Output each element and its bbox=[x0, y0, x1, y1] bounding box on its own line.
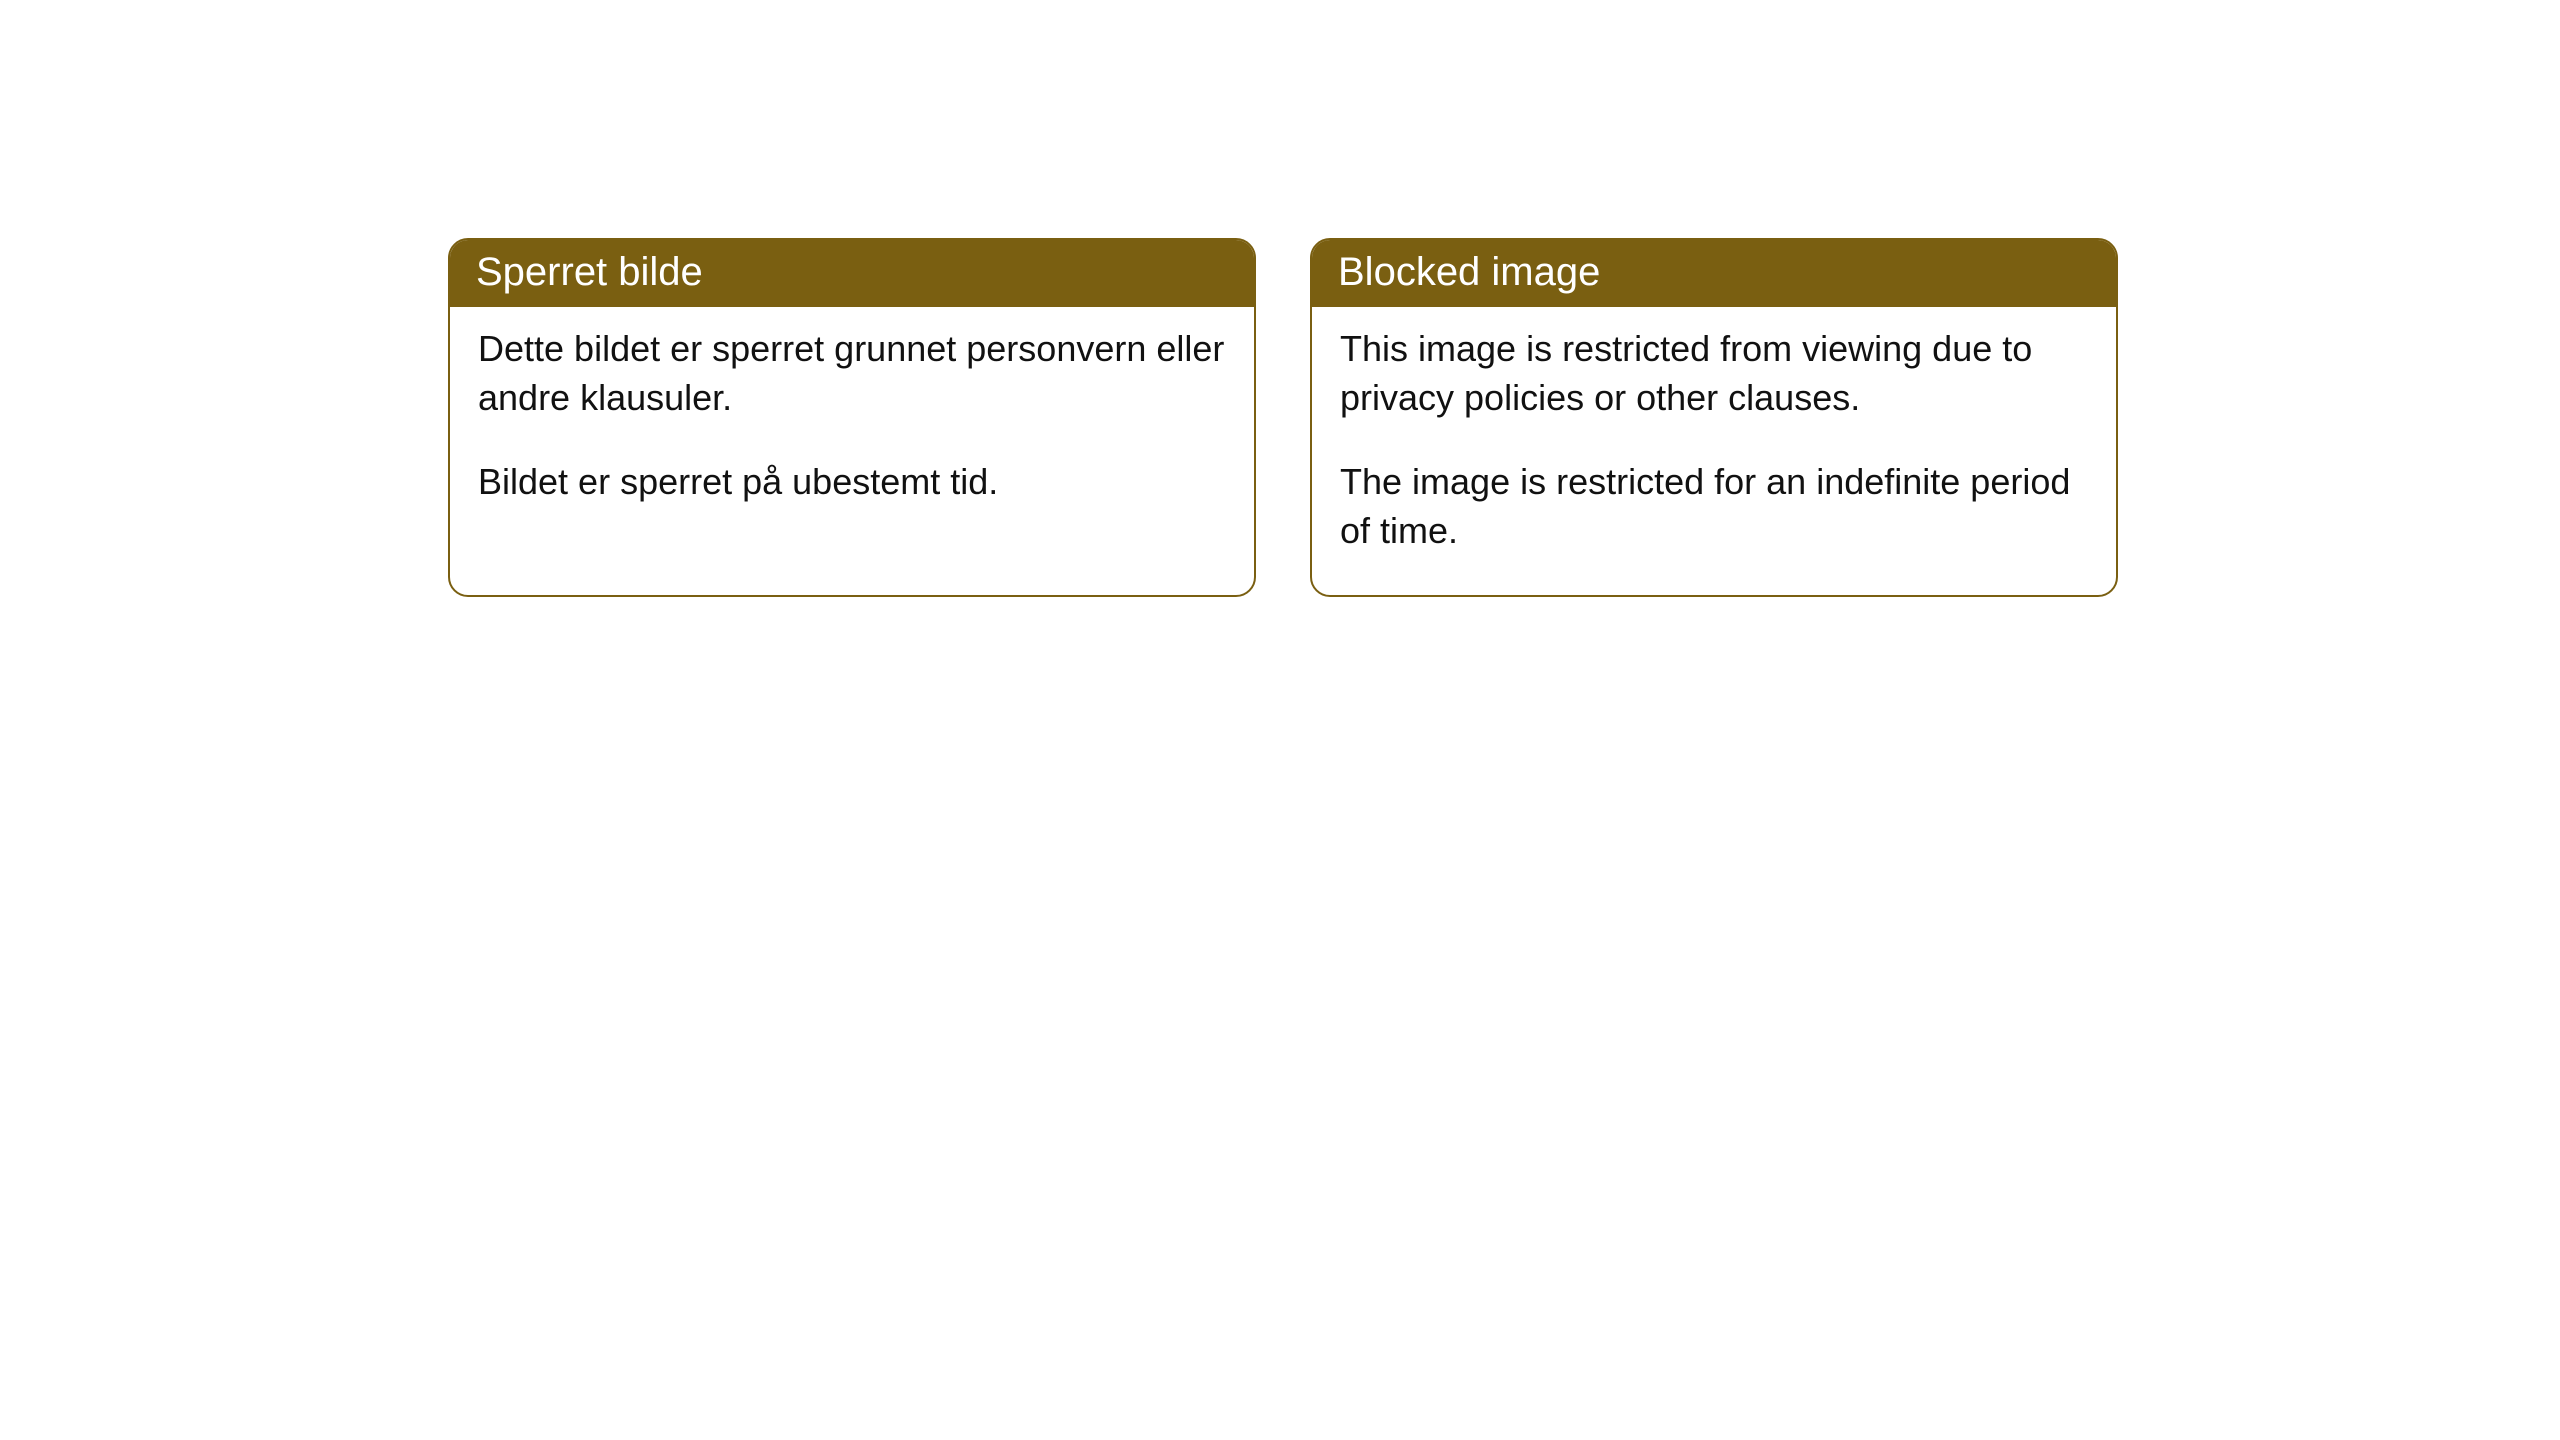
card-title: Sperret bilde bbox=[450, 240, 1254, 307]
card-paragraph: The image is restricted for an indefinit… bbox=[1340, 458, 2088, 555]
notice-cards-container: Sperret bilde Dette bildet er sperret gr… bbox=[448, 238, 2118, 597]
card-body: This image is restricted from viewing du… bbox=[1312, 307, 2116, 595]
card-body: Dette bildet er sperret grunnet personve… bbox=[450, 307, 1254, 547]
blocked-image-card-english: Blocked image This image is restricted f… bbox=[1310, 238, 2118, 597]
card-paragraph: This image is restricted from viewing du… bbox=[1340, 325, 2088, 422]
card-paragraph: Bildet er sperret på ubestemt tid. bbox=[478, 458, 1226, 507]
blocked-image-card-norwegian: Sperret bilde Dette bildet er sperret gr… bbox=[448, 238, 1256, 597]
card-title: Blocked image bbox=[1312, 240, 2116, 307]
card-paragraph: Dette bildet er sperret grunnet personve… bbox=[478, 325, 1226, 422]
